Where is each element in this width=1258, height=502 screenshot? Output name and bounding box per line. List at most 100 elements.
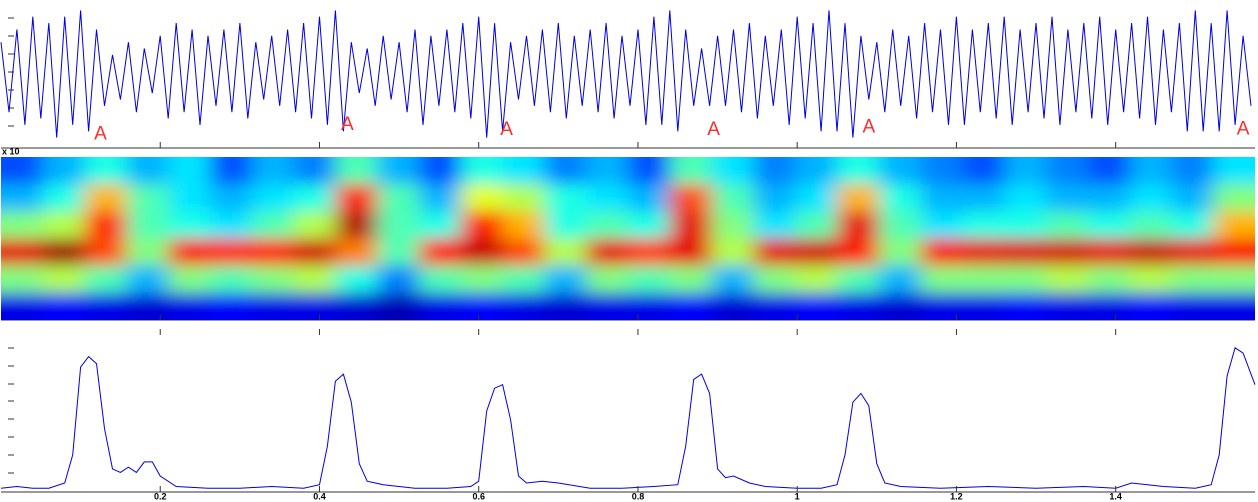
- scalogram-cell: [293, 184, 337, 213]
- scalogram-cell: [502, 211, 546, 240]
- scalogram-cell: [753, 211, 797, 240]
- scalogram-cell: [1, 157, 44, 186]
- scalogram-cell: [753, 265, 797, 294]
- scalogram-cell: [586, 211, 629, 240]
- scalogram-cell: [1171, 292, 1215, 320]
- scalogram-cell: [84, 184, 128, 213]
- scalogram-cell: [42, 238, 86, 267]
- scalogram-cell: [210, 211, 253, 240]
- scalogram-cell: [628, 265, 671, 294]
- scalogram-cell: [669, 292, 713, 320]
- scalogram-cell: [711, 157, 755, 186]
- scalogram-cell: [251, 157, 295, 186]
- scalogram-cell: [795, 157, 838, 186]
- scalogram-cell: [1087, 157, 1131, 186]
- scalogram-cell: [669, 184, 713, 213]
- scalogram-cell: [920, 265, 964, 294]
- scalogram-cell: [293, 211, 337, 240]
- annotation: A: [863, 116, 876, 137]
- scalogram-cell: [837, 292, 880, 320]
- scalogram-cell: [711, 265, 755, 294]
- scalogram-cell: [460, 157, 504, 186]
- scalogram-cell: [251, 211, 295, 240]
- scalogram-cell: [795, 184, 838, 213]
- scalogram-cell: [711, 238, 755, 267]
- scalogram-cell: [878, 157, 922, 186]
- scalogram-cell: [419, 184, 462, 213]
- scalogram-cell: [377, 238, 420, 267]
- scalogram-cell: [1087, 265, 1131, 294]
- scalogram-cell: [711, 184, 755, 213]
- scalogram-cell: [419, 157, 462, 186]
- scalogram-cell: [920, 184, 964, 213]
- scalogram-cell: [878, 238, 922, 267]
- scalogram-cell: [878, 184, 922, 213]
- scalogram-cell: [377, 265, 420, 294]
- scalogram-cell: [460, 184, 504, 213]
- annotation: A: [707, 119, 720, 140]
- scalogram-cell: [1129, 292, 1173, 320]
- scalogram-cell: [628, 238, 671, 267]
- scalogram-cell: [42, 157, 86, 186]
- scalogram-cell: [753, 292, 797, 320]
- scalogram-cell: [84, 292, 128, 320]
- scalogram-cell: [502, 238, 546, 267]
- scalogram-cell: [1004, 238, 1047, 267]
- scalogram-cell: [460, 292, 504, 320]
- scalogram-cell: [1, 211, 44, 240]
- scalogram-cell: [795, 292, 838, 320]
- scalogram-cell: [1004, 265, 1047, 294]
- x-tick-label: 0.8: [632, 491, 645, 501]
- annotation: A: [1237, 118, 1250, 139]
- x-tick-label: 0.6: [472, 491, 485, 501]
- scalogram-cell: [1, 238, 44, 267]
- scalogram-cell: [42, 184, 86, 213]
- scalogram-cell: [335, 265, 379, 294]
- scalogram-cell: [920, 211, 964, 240]
- scalogram-cell: [1171, 238, 1215, 267]
- scalogram-cell: [210, 157, 253, 186]
- scalogram-cell: [1171, 265, 1215, 294]
- scalogram-cell: [126, 265, 170, 294]
- scalogram-cell: [962, 265, 1006, 294]
- scalogram-cell: [42, 211, 86, 240]
- scalogram-cell: [502, 157, 546, 186]
- scalogram-cell: [42, 265, 86, 294]
- annotation: A: [341, 114, 354, 135]
- scalogram-cell: [669, 211, 713, 240]
- scalogram-cell: [335, 238, 379, 267]
- scalogram-cell: [878, 211, 922, 240]
- scalogram-cell: [1087, 184, 1131, 213]
- scalogram-cell: [251, 265, 295, 294]
- scalogram-cell: [168, 211, 211, 240]
- scalogram-cell: [586, 184, 629, 213]
- scalogram-cell: [502, 292, 546, 320]
- scalogram-cell: [84, 238, 128, 267]
- scalogram-cell: [837, 157, 880, 186]
- scalogram-cell: [962, 184, 1006, 213]
- scalogram-cell: [126, 238, 170, 267]
- scalogram-cell: [586, 238, 629, 267]
- scalogram-cell: [251, 184, 295, 213]
- scalogram-cell: [1171, 184, 1215, 213]
- scalogram-cell: [377, 157, 420, 186]
- scalogram-cell: [335, 292, 379, 320]
- scalogram-cell: [377, 211, 420, 240]
- scalogram-cell: [1213, 265, 1255, 294]
- x-tick-label: 1.4: [1109, 491, 1122, 501]
- scalogram-cell: [168, 238, 211, 267]
- scalogram-cell: [1046, 238, 1089, 267]
- scalogram-cell: [84, 157, 128, 186]
- scalogram-cell: [753, 238, 797, 267]
- scalogram-cell: [962, 157, 1006, 186]
- scalogram-cell: [586, 292, 629, 320]
- scalogram-cell: [126, 184, 170, 213]
- scalogram-cell: [42, 292, 86, 320]
- scalogram-cell: [210, 184, 253, 213]
- scalogram-cell: [1046, 292, 1089, 320]
- scalogram-cell: [502, 265, 546, 294]
- scalogram-cell: [669, 157, 713, 186]
- scalogram-cell: [210, 265, 253, 294]
- scalogram-cell: [544, 211, 588, 240]
